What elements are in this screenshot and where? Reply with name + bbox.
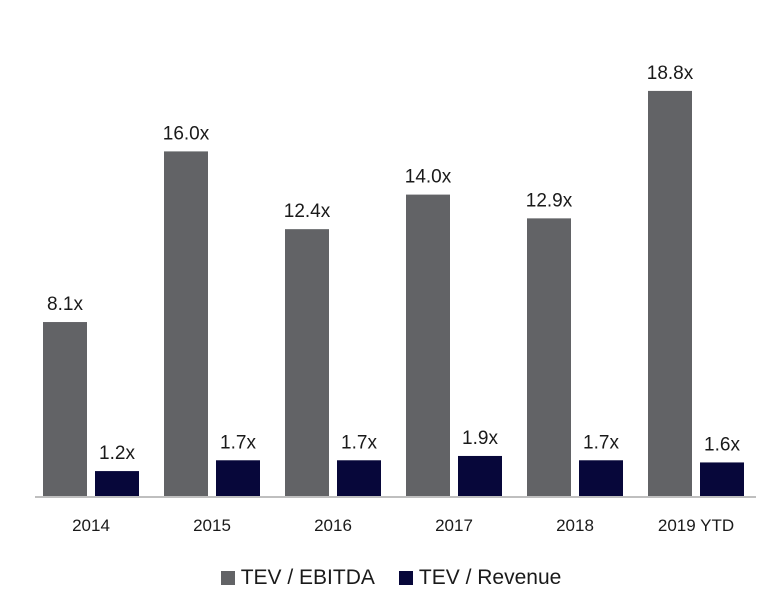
legend: TEV / EBITDA TEV / Revenue: [0, 566, 782, 590]
data-label-revenue-5: 1.6x: [704, 434, 740, 455]
data-label-revenue-1: 1.7x: [220, 432, 256, 453]
x-tick-label-2: 2016: [314, 516, 352, 535]
data-label-ebitda-4: 12.9x: [526, 190, 573, 211]
bar-ebitda-2: [285, 229, 329, 497]
bar-revenue-4: [579, 460, 623, 497]
data-label-ebitda-2: 12.4x: [284, 201, 331, 222]
data-label-revenue-3: 1.9x: [462, 428, 498, 449]
data-label-ebitda-1: 16.0x: [163, 123, 210, 144]
bar-ebitda-0: [43, 322, 87, 497]
bar-revenue-0: [95, 471, 139, 497]
bar-ebitda-5: [648, 90, 692, 498]
legend-swatch-ebitda: [220, 571, 235, 585]
legend-item-ebitda: TEV / EBITDA: [220, 566, 375, 590]
legend-item-revenue: TEV / Revenue: [398, 566, 562, 590]
data-label-revenue-0: 1.2x: [99, 443, 135, 464]
bar-ebitda-1: [164, 151, 208, 497]
bar-revenue-5: [700, 462, 744, 497]
bar-revenue-3: [458, 455, 502, 497]
legend-swatch-revenue: [398, 571, 413, 585]
x-tick-label-0: 2014: [72, 516, 110, 535]
data-label-revenue-4: 1.7x: [583, 432, 619, 453]
bar-ebitda-4: [527, 218, 571, 498]
data-label-ebitda-5: 18.8x: [647, 63, 694, 84]
legend-label-ebitda: TEV / EBITDA: [240, 566, 375, 589]
bar-revenue-1: [216, 460, 260, 497]
data-label-revenue-2: 1.7x: [341, 432, 377, 453]
data-label-ebitda-3: 14.0x: [405, 167, 452, 188]
x-tick-label-4: 2018: [556, 516, 594, 535]
bar-ebitda-3: [406, 194, 450, 497]
bar-revenue-2: [337, 460, 381, 497]
x-tick-label-1: 2015: [193, 516, 231, 535]
legend-label-revenue: TEV / Revenue: [418, 566, 562, 589]
x-tick-label-3: 2017: [435, 516, 473, 535]
data-label-ebitda-0: 8.1x: [47, 294, 83, 315]
x-tick-label-5: 2019 YTD: [658, 516, 734, 535]
bar-chart: 8.1x 1.2x 2014 16.0x 1.7x 2015 12.4x 1.7x 2016 14…: [35, 63, 756, 535]
